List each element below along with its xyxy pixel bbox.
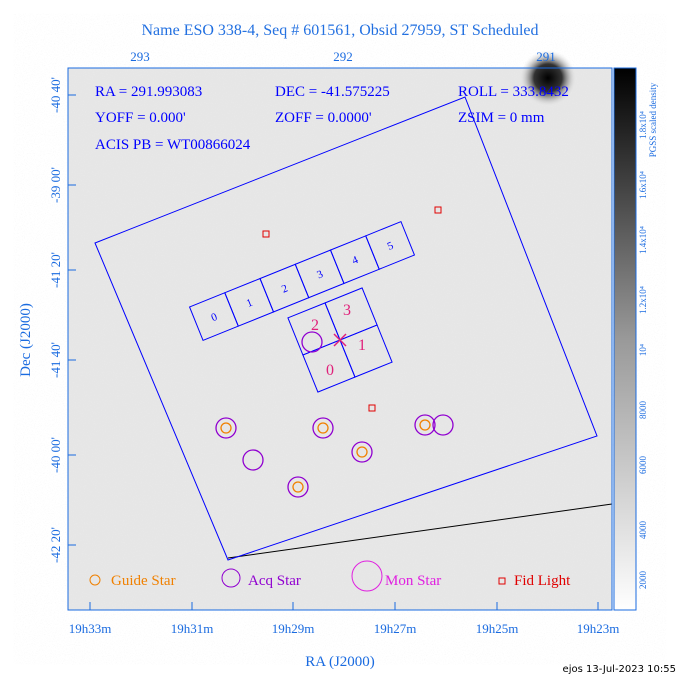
legend-symbol xyxy=(351,560,383,592)
aimpoint xyxy=(333,333,347,347)
legend-label: Mon Star xyxy=(385,573,441,589)
colorbar-label: 1.8x10⁴ xyxy=(638,111,648,139)
y-tick-label: -41 20' xyxy=(48,252,63,288)
chip-label: 3 xyxy=(315,268,325,281)
chip-label: 0 xyxy=(326,362,334,379)
legend: Guide Star Acq Star Mon Star Fid Light xyxy=(89,560,571,592)
acis-i-array xyxy=(287,287,393,393)
footer: ejos 13-Jul-2023 10:55 xyxy=(563,664,676,675)
info-text: RA = 291.993083 xyxy=(95,84,202,100)
info-text: ACIS PB = WT00866024 xyxy=(95,137,251,153)
y-tick-label: -39 00' xyxy=(48,167,63,203)
guide-star xyxy=(356,446,368,458)
acq-star xyxy=(301,331,323,353)
colorbar-label: 4000 xyxy=(638,521,648,540)
y-tick-label: -40 40' xyxy=(48,77,63,113)
fid-lights xyxy=(262,206,442,412)
top-tick-label: 292 xyxy=(333,49,353,64)
plot-frame xyxy=(67,67,613,611)
field-of-view xyxy=(94,96,598,561)
x-tick-label: 19h23m xyxy=(577,621,620,636)
left-axis: -40 40' -39 00' -41 20' -41 40' -40 00' -42 2… xyxy=(48,77,76,563)
acq-star xyxy=(312,417,334,439)
info-text: ROLL = 333.8432 xyxy=(458,84,569,100)
acq-star xyxy=(215,417,237,439)
chip-label: 3 xyxy=(343,302,351,319)
info-block: RA = 291.993083 DEC = -41.575225 ROLL = 33… xyxy=(95,84,569,153)
info-text: DEC = -41.575225 xyxy=(275,84,390,100)
fid-light xyxy=(368,404,376,412)
x-tick-label: 19h33m xyxy=(69,621,112,636)
acq-star xyxy=(242,449,264,471)
info-text: ZOFF = 0.0000' xyxy=(275,110,372,126)
chip-label: 1 xyxy=(245,297,255,310)
fid-light xyxy=(262,230,270,238)
acq-star xyxy=(432,414,454,436)
satellite-trail xyxy=(227,503,613,559)
chip-label: 1 xyxy=(358,337,366,354)
top-tick-label: 291 xyxy=(536,49,556,64)
title: Name ESO 338-4, Seq # 601561, Obsid 2795… xyxy=(141,22,538,39)
acq-star xyxy=(414,414,436,436)
top-axis: 293 292 291 xyxy=(130,49,556,64)
stars xyxy=(215,331,454,498)
acq-star xyxy=(351,441,373,463)
legend-label: Guide Star xyxy=(111,573,176,589)
x-tick-label: 19h29m xyxy=(272,621,315,636)
x-axis-title: RA (J2000) xyxy=(305,654,375,670)
chip-label: 4 xyxy=(350,254,360,267)
bright-star xyxy=(520,50,576,106)
acis-s-array: 0 1 2 3 4 5 xyxy=(188,220,416,342)
guide-star xyxy=(419,419,431,431)
chip-label: 2 xyxy=(280,282,290,295)
chip-label: 2 xyxy=(311,317,319,334)
info-text: YOFF = 0.000' xyxy=(95,110,186,126)
legend-symbol xyxy=(221,568,241,588)
y-tick-label: -41 40' xyxy=(48,342,63,378)
legend-label: Fid Light xyxy=(514,573,571,589)
colorbar-label: 1.4x10⁴ xyxy=(638,226,648,254)
y-axis-title: Dec (J2000) xyxy=(18,303,34,377)
guide-star xyxy=(317,422,329,434)
bottom-axis: 19h33m 19h31m 19h29m 19h27m 19h25m 19h23m xyxy=(69,602,620,636)
guide-star xyxy=(220,422,232,434)
legend-symbol xyxy=(89,574,101,586)
colorbar-title: PGSS scaled density xyxy=(648,82,658,157)
colorbar-labels: 2000 4000 6000 8000 10⁴ 1.2x10⁴ 1.4x10⁴ 1.6x10⁴… xyxy=(638,111,648,589)
guide-star xyxy=(292,481,304,493)
chip xyxy=(339,324,393,378)
colorbar-label: 10⁴ xyxy=(638,344,648,356)
y-tick-label: -42 20' xyxy=(48,527,63,563)
colorbar-label: 2000 xyxy=(638,571,648,590)
top-tick-label: 293 xyxy=(130,49,150,64)
chip xyxy=(365,220,416,270)
x-tick-label: 19h31m xyxy=(171,621,214,636)
fid-light xyxy=(434,206,442,214)
legend-symbol xyxy=(498,577,506,585)
acq-star xyxy=(287,476,309,498)
colorbar-label: 1.2x10⁴ xyxy=(638,286,648,314)
colorbar-label: 8000 xyxy=(638,401,648,420)
legend-label: Acq Star xyxy=(248,573,301,589)
y-tick-label: -40 00' xyxy=(48,437,63,473)
x-tick-label: 19h25m xyxy=(476,621,519,636)
colorbar-label: 1.6x10⁴ xyxy=(638,171,648,199)
chip-label: 0 xyxy=(209,311,219,324)
colorbar xyxy=(613,67,637,611)
x-tick-label: 19h27m xyxy=(374,621,417,636)
colorbar-label: 6000 xyxy=(638,456,648,475)
chip-label: 5 xyxy=(386,240,396,253)
info-text: ZSIM = 0 mm xyxy=(458,110,545,126)
